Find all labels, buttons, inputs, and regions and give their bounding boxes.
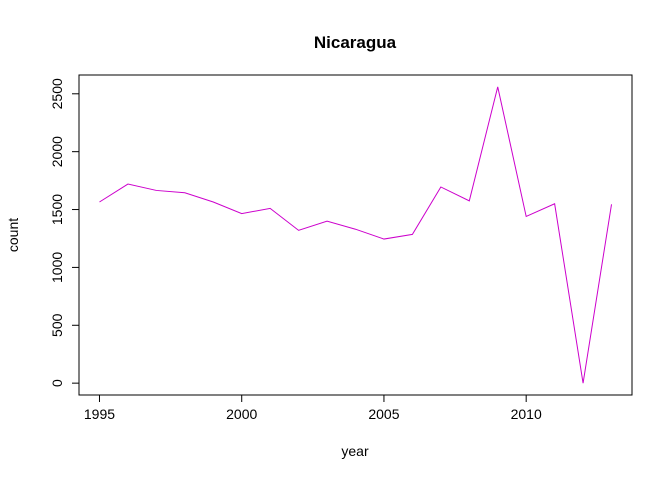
plot-frame [78,74,633,396]
x-tick-label: 1995 [84,406,115,422]
x-axis-label: year [341,443,369,459]
y-tick-label: 2000 [49,136,65,167]
series-line [99,86,613,384]
series-layer [99,86,613,384]
y-axis-label: count [5,218,21,252]
x-tick-label: 2000 [226,406,257,422]
chart-title: Nicaragua [314,33,397,52]
y-axis: 0 500 1000 1500 2000 2500 [49,78,80,387]
y-tick-label: 2500 [49,78,65,109]
x-tick-label: 2010 [511,406,542,422]
x-axis: 1995 2000 2005 2010 [84,394,542,422]
y-tick-label: 1500 [49,194,65,225]
x-tick-label: 2005 [368,406,399,422]
y-tick-label: 500 [49,313,65,337]
y-tick-label: 1000 [49,252,65,283]
y-tick-label: 0 [49,379,65,387]
